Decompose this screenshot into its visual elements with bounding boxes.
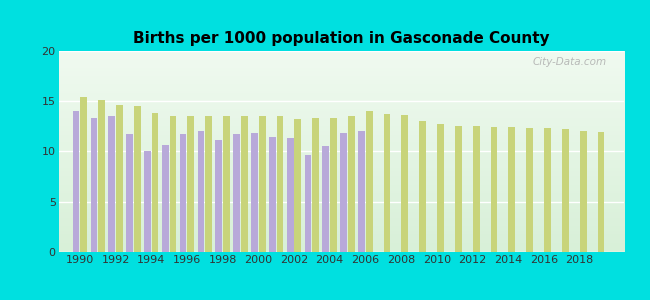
Bar (340, 134, 347, 252)
Bar (170, 116, 176, 252)
Bar (348, 116, 355, 252)
Bar (73, 111, 79, 252)
Bar (187, 116, 194, 252)
Bar (198, 131, 204, 252)
Bar (98, 100, 105, 252)
Bar (419, 121, 426, 252)
Title: Births per 1000 population in Gasconade County: Births per 1000 population in Gasconade … (133, 31, 549, 46)
Bar (402, 115, 408, 252)
Bar (259, 116, 265, 252)
Bar (384, 114, 391, 252)
Bar (233, 134, 240, 252)
Bar (491, 128, 497, 252)
Bar (215, 140, 222, 252)
Bar (330, 118, 337, 252)
Bar (358, 131, 365, 252)
Bar (179, 134, 187, 252)
Bar (580, 131, 587, 252)
Bar (312, 118, 319, 252)
Bar (223, 116, 230, 252)
Bar (241, 116, 248, 252)
Bar (251, 134, 258, 252)
Bar (81, 97, 87, 252)
Bar (598, 132, 604, 252)
Bar (562, 129, 569, 252)
Bar (322, 146, 329, 252)
Bar (473, 126, 480, 252)
Bar (162, 146, 168, 252)
Bar (277, 116, 283, 252)
Bar (508, 128, 515, 252)
Bar (287, 138, 294, 252)
Bar (294, 119, 301, 252)
Bar (116, 105, 123, 252)
Bar (144, 152, 151, 252)
Bar (109, 116, 115, 252)
Bar (526, 128, 533, 252)
Bar (366, 111, 372, 252)
Bar (455, 126, 461, 252)
Bar (269, 137, 276, 252)
Bar (90, 118, 98, 252)
Bar (437, 124, 444, 252)
Bar (305, 154, 311, 252)
Bar (544, 128, 551, 252)
Bar (205, 116, 212, 252)
Bar (151, 113, 159, 252)
Text: City-Data.com: City-Data.com (533, 57, 607, 67)
Bar (134, 106, 140, 252)
Bar (126, 134, 133, 252)
